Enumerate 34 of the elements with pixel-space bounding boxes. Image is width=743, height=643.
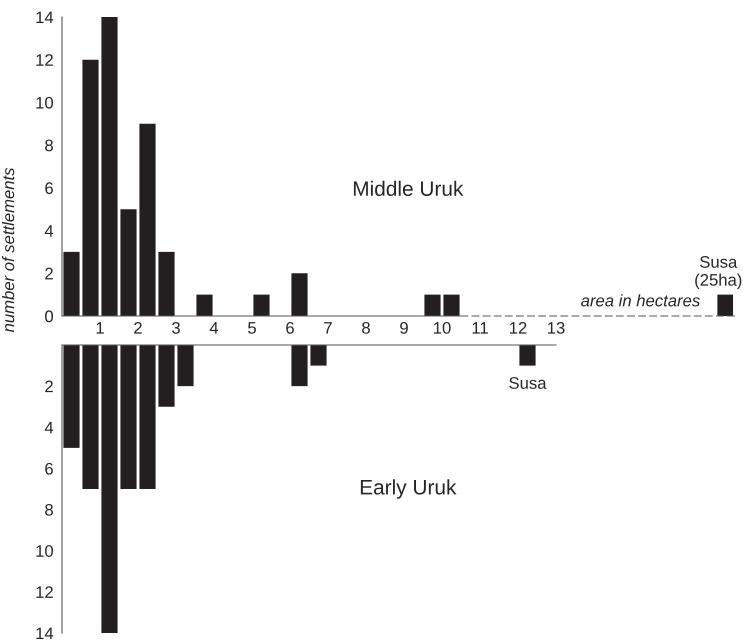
- x-tick-label: 12: [510, 322, 526, 334]
- x-tick-label: 11: [472, 322, 488, 334]
- y-tick-label: 4: [44, 225, 54, 237]
- y-tick-label: 8: [45, 140, 53, 152]
- y-tick-label: 14: [36, 12, 54, 24]
- y-axis-title: number of settlements: [2, 168, 14, 332]
- x-axis-title: area in hectares: [581, 294, 700, 306]
- x-tick-label: 13: [548, 322, 565, 334]
- y-tick-label: 6: [45, 462, 53, 475]
- x-tick-label: 7: [324, 322, 332, 334]
- y-tick-label: 10: [36, 96, 54, 109]
- y-tick-label: 0: [45, 310, 54, 322]
- x-tick-label: 5: [248, 322, 256, 334]
- y-tick-label: 8: [45, 504, 53, 516]
- x-tick-label: Susa (25ha): [695, 256, 742, 290]
- x-tick-label: 10: [434, 322, 451, 334]
- x-tick-label: 1: [96, 322, 104, 334]
- annotation: Middle Uruk: [354, 180, 464, 196]
- annotation: Susa: [509, 377, 546, 389]
- y-tick-label: 2: [45, 268, 53, 280]
- x-tick-label: 4: [210, 322, 218, 334]
- annotation: Early Uruk: [360, 479, 456, 499]
- x-tick-label: 6: [286, 322, 294, 334]
- y-tick-label: 6: [45, 182, 53, 194]
- y-tick-label: 10: [36, 545, 54, 557]
- x-tick-label: 2: [134, 322, 142, 334]
- y-tick-label: 2: [45, 380, 53, 392]
- y-tick-label: 12: [36, 586, 53, 598]
- x-tick-label: 8: [362, 322, 370, 334]
- y-tick-label: 14: [36, 628, 54, 640]
- y-tick-label: 4: [44, 422, 54, 434]
- x-tick-label: 9: [400, 322, 408, 334]
- x-tick-label: 3: [172, 322, 180, 334]
- y-tick-label: 12: [36, 54, 53, 66]
